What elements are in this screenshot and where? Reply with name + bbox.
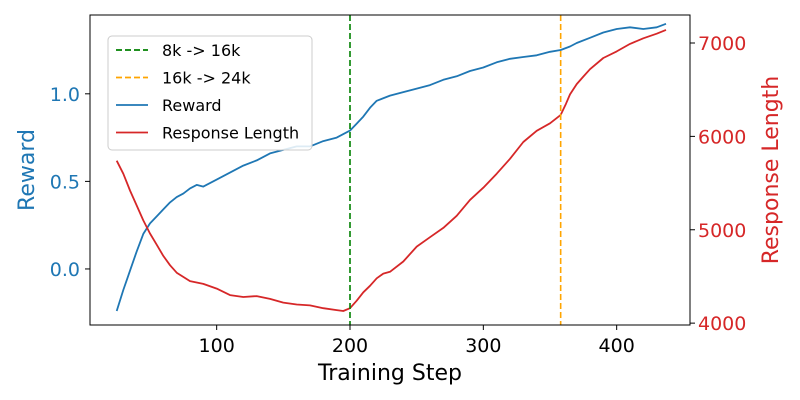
legend-entry-response-length-label: Response Length <box>162 124 299 143</box>
y-right-tick-label: 6000 <box>698 126 746 148</box>
plot-frame <box>89 14 691 326</box>
x-tick-label: 300 <box>465 335 501 357</box>
x-tick-label: 200 <box>332 335 368 357</box>
series-line-reward <box>115 22 667 312</box>
legend: 8k -> 16k 16k -> 24k Reward Response Length <box>107 35 313 151</box>
y-right-axis-title: Response Length <box>759 76 784 265</box>
y-left-tick-label: 0.5 <box>50 171 80 193</box>
y-left-tick-label: 1.0 <box>50 84 80 106</box>
legend-entry-8k-16k-label: 8k -> 16k <box>162 41 241 60</box>
y-right-tick-label: 4000 <box>698 313 746 335</box>
axes: 100 200 300 400 0.0 0.5 1.0 4000 5000 6000 7000 Tra… <box>15 14 784 386</box>
plot-lines <box>115 15 667 325</box>
y-right-tick-label: 7000 <box>698 33 746 55</box>
legend-entry-16k-24k-label: 16k -> 24k <box>162 69 251 88</box>
y-right-tick-label: 5000 <box>698 220 746 242</box>
legend-frame <box>107 35 313 151</box>
legend-entry-reward-label: Reward <box>162 96 222 115</box>
x-tick-label: 400 <box>599 335 635 357</box>
x-tick-label: 100 <box>199 335 235 357</box>
series-line-response-length <box>115 29 667 312</box>
y-left-tick-label: 0.0 <box>50 259 80 281</box>
y-left-axis-title: Reward <box>15 129 40 211</box>
x-axis-title: Training Step <box>317 361 462 386</box>
